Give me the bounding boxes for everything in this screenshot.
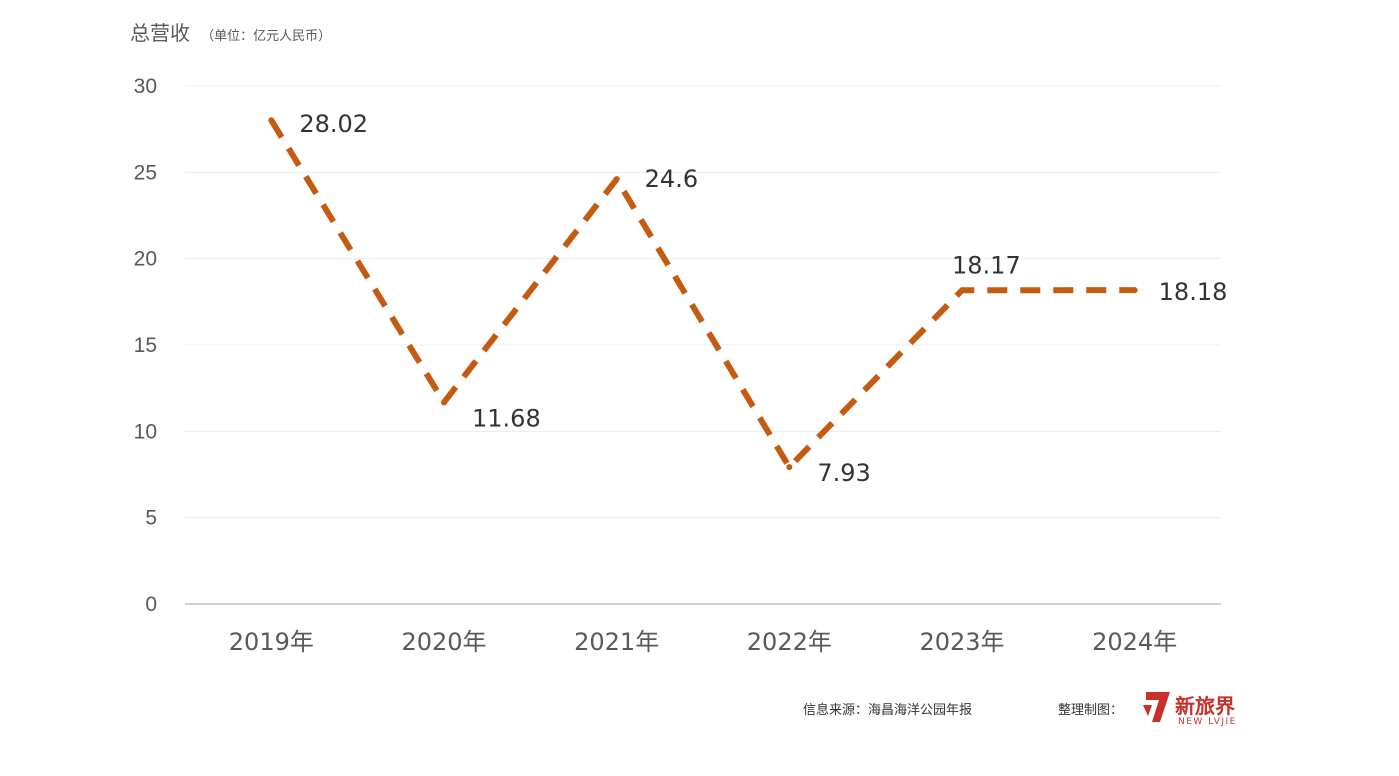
series-line xyxy=(268,118,1135,471)
data-point xyxy=(441,399,447,406)
data-label: 7.93 xyxy=(817,459,870,487)
data-label: 28.02 xyxy=(299,110,368,138)
x-tick-label: 2022年 xyxy=(747,628,832,656)
chart-title-unit: （单位：亿元人民币） xyxy=(201,29,331,44)
data-label: 18.17 xyxy=(952,251,1021,279)
brand-logo-mark-accent xyxy=(1143,705,1152,716)
y-tick-label: 25 xyxy=(134,161,157,184)
chart-title-main: 总营收 xyxy=(130,21,190,45)
x-tick-label: 2019年 xyxy=(229,628,314,656)
y-tick-label: 20 xyxy=(134,248,157,271)
data-point xyxy=(268,117,275,124)
brand-logo-mark xyxy=(1146,692,1170,722)
x-tick-label: 2021年 xyxy=(574,628,659,656)
x-tick-label: 2020年 xyxy=(401,628,486,656)
x-tick-label: 2023年 xyxy=(919,628,1004,656)
y-axis-ticks: 0 5 10 15 20 25 30 xyxy=(134,75,157,616)
data-labels: 28.02 11.68 24.6 7.93 18.17 18.18 xyxy=(299,110,1227,487)
y-tick-label: 30 xyxy=(134,75,157,98)
chart-title: 总营收 （单位：亿元人民币） xyxy=(130,21,331,45)
data-label: 18.18 xyxy=(1159,278,1228,306)
data-label: 11.68 xyxy=(472,404,541,432)
gridlines xyxy=(185,85,1221,605)
data-label: 24.6 xyxy=(645,165,698,193)
y-tick-label: 10 xyxy=(134,420,157,443)
made-by-note: 整理制图： xyxy=(1058,703,1123,718)
y-tick-label: 0 xyxy=(145,593,157,616)
data-point xyxy=(786,464,793,471)
series-layer xyxy=(268,117,1138,471)
data-point xyxy=(959,287,965,294)
source-note: 信息来源：海昌海洋公园年报 xyxy=(803,702,972,718)
y-tick-label: 15 xyxy=(134,334,157,357)
brand-logo-subtext: NEW LVJIE xyxy=(1178,717,1237,727)
data-point xyxy=(613,176,620,183)
brand-logo-text: 新旅界 xyxy=(1175,694,1235,718)
y-tick-label: 5 xyxy=(145,507,157,530)
data-point xyxy=(1131,287,1138,294)
x-tick-label: 2024年 xyxy=(1092,628,1177,656)
x-axis-ticks: 2019年 2020年 2021年 2022年 2023年 2024年 xyxy=(229,628,1177,656)
footer: 信息来源：海昌海洋公园年报 整理制图： 新旅界 NEW LVJIE xyxy=(803,692,1237,727)
brand-logo: 新旅界 NEW LVJIE xyxy=(1143,692,1237,727)
